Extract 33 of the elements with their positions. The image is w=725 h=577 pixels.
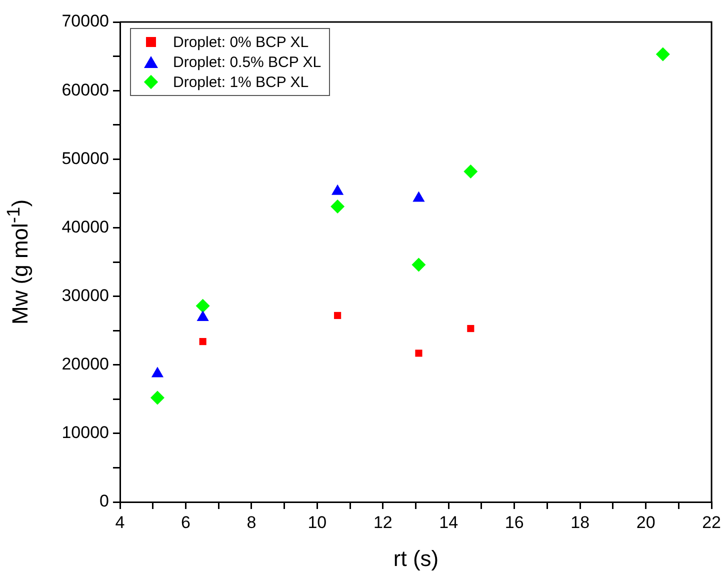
point bbox=[412, 258, 426, 272]
x-tick-label: 18 bbox=[570, 512, 590, 532]
point bbox=[464, 164, 478, 178]
x-tick-label: 4 bbox=[115, 512, 125, 532]
x-tick-label: 16 bbox=[504, 512, 524, 532]
point bbox=[415, 350, 422, 357]
legend-label: Droplet: 0.5% BCP XL bbox=[173, 54, 322, 70]
x-tick-label: 22 bbox=[702, 512, 722, 532]
x-tick-label: 20 bbox=[636, 512, 656, 532]
y-tick-label: 40000 bbox=[62, 217, 109, 236]
legend-label: Droplet: 0% BCP XL bbox=[173, 34, 309, 50]
x-axis-title: rt (s) bbox=[393, 546, 439, 572]
point bbox=[467, 324, 474, 332]
point bbox=[199, 338, 206, 346]
point bbox=[330, 199, 345, 214]
point bbox=[334, 312, 342, 320]
legend-label: Droplet: 1% BCP XL bbox=[173, 74, 309, 90]
x-tick-label: 10 bbox=[308, 512, 327, 532]
x-tick-label: 12 bbox=[373, 512, 392, 532]
y-tick-label: 10000 bbox=[62, 423, 109, 442]
x-tick-label: 14 bbox=[439, 512, 458, 532]
y-tick-label: 0 bbox=[100, 492, 109, 511]
y-tick-label: 70000 bbox=[62, 12, 109, 31]
point bbox=[656, 47, 670, 62]
x-tick-label: 6 bbox=[180, 512, 190, 532]
y-tick-label: 60000 bbox=[62, 80, 109, 100]
point bbox=[196, 298, 210, 313]
x-tick-label: 8 bbox=[246, 512, 256, 532]
point bbox=[196, 310, 209, 322]
point bbox=[150, 390, 164, 405]
y-tick-label: 30000 bbox=[62, 286, 109, 305]
y-tick-label: 50000 bbox=[62, 148, 109, 168]
y-tick-label: 20000 bbox=[62, 354, 109, 374]
